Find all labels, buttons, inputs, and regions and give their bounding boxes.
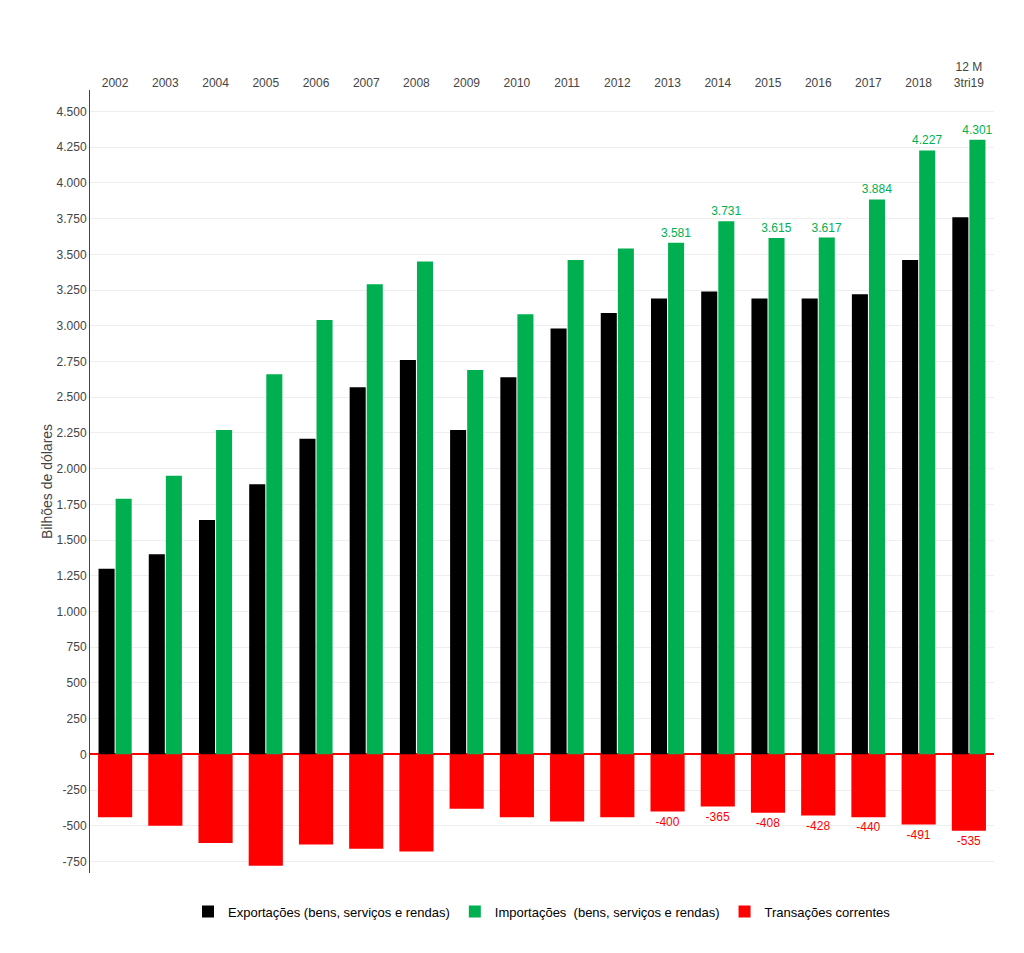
svg-text:2008: 2008 bbox=[403, 76, 430, 90]
svg-text:3.500: 3.500 bbox=[57, 248, 87, 262]
svg-text:2012: 2012 bbox=[604, 76, 631, 90]
svg-text:2.750: 2.750 bbox=[57, 355, 87, 369]
svg-text:1.250: 1.250 bbox=[57, 569, 87, 583]
svg-text:2007: 2007 bbox=[353, 76, 380, 90]
svg-text:-491: -491 bbox=[906, 828, 930, 842]
svg-text:Exportações (bens, serviços e: Exportações (bens, serviços e rendas) bbox=[228, 905, 450, 920]
svg-text:3.250: 3.250 bbox=[57, 283, 87, 297]
svg-text:4.500: 4.500 bbox=[57, 105, 87, 119]
svg-text:4.227: 4.227 bbox=[912, 133, 942, 147]
svg-text:-535: -535 bbox=[957, 834, 981, 848]
svg-text:Importações (bens, serviços e: Importações (bens, serviços e rendas) bbox=[495, 905, 720, 920]
svg-text:3.617: 3.617 bbox=[812, 221, 842, 235]
svg-text:2009: 2009 bbox=[453, 76, 480, 90]
svg-text:-750: -750 bbox=[63, 855, 87, 869]
svg-text:2003: 2003 bbox=[152, 76, 179, 90]
svg-text:4.000: 4.000 bbox=[57, 176, 87, 190]
svg-text:2017: 2017 bbox=[855, 76, 882, 90]
svg-text:3.581: 3.581 bbox=[661, 226, 691, 240]
svg-text:750: 750 bbox=[67, 640, 87, 654]
svg-text:-400: -400 bbox=[655, 815, 679, 829]
svg-text:2015: 2015 bbox=[755, 76, 782, 90]
svg-text:-428: -428 bbox=[806, 819, 830, 833]
svg-text:2.250: 2.250 bbox=[57, 426, 87, 440]
svg-text:-365: -365 bbox=[706, 810, 730, 824]
svg-text:0: 0 bbox=[80, 748, 87, 762]
svg-text:-408: -408 bbox=[756, 816, 780, 830]
svg-text:3.731: 3.731 bbox=[711, 204, 741, 218]
svg-text:3.750: 3.750 bbox=[57, 212, 87, 226]
svg-text:2.000: 2.000 bbox=[57, 462, 87, 476]
svg-text:2004: 2004 bbox=[202, 76, 229, 90]
svg-text:-440: -440 bbox=[856, 820, 880, 834]
svg-text:500: 500 bbox=[67, 676, 87, 690]
svg-text:Transações correntes: Transações correntes bbox=[765, 905, 891, 920]
svg-text:-250: -250 bbox=[63, 783, 87, 797]
svg-text:2011: 2011 bbox=[554, 76, 580, 90]
svg-text:2010: 2010 bbox=[504, 76, 531, 90]
svg-text:2014: 2014 bbox=[704, 76, 731, 90]
svg-text:1.500: 1.500 bbox=[57, 533, 87, 547]
svg-text:3.000: 3.000 bbox=[57, 319, 87, 333]
svg-text:2016: 2016 bbox=[805, 76, 832, 90]
svg-text:1.750: 1.750 bbox=[57, 498, 87, 512]
svg-text:2002: 2002 bbox=[102, 76, 129, 90]
svg-text:2.500: 2.500 bbox=[57, 390, 87, 404]
svg-text:3.884: 3.884 bbox=[862, 182, 892, 196]
svg-text:-500: -500 bbox=[63, 819, 87, 833]
svg-text:4.301: 4.301 bbox=[962, 123, 992, 137]
svg-text:2006: 2006 bbox=[303, 76, 330, 90]
svg-text:3.615: 3.615 bbox=[761, 221, 791, 235]
svg-text:Bilhões de dólares: Bilhões de dólares bbox=[39, 424, 55, 539]
svg-text:4.250: 4.250 bbox=[57, 140, 87, 154]
svg-text:2013: 2013 bbox=[654, 76, 681, 90]
svg-text:2005: 2005 bbox=[252, 76, 279, 90]
svg-text:2018: 2018 bbox=[905, 76, 932, 90]
svg-text:12 M3tri19: 12 M3tri19 bbox=[954, 60, 984, 90]
svg-text:1.000: 1.000 bbox=[57, 605, 87, 619]
svg-text:250: 250 bbox=[67, 712, 87, 726]
